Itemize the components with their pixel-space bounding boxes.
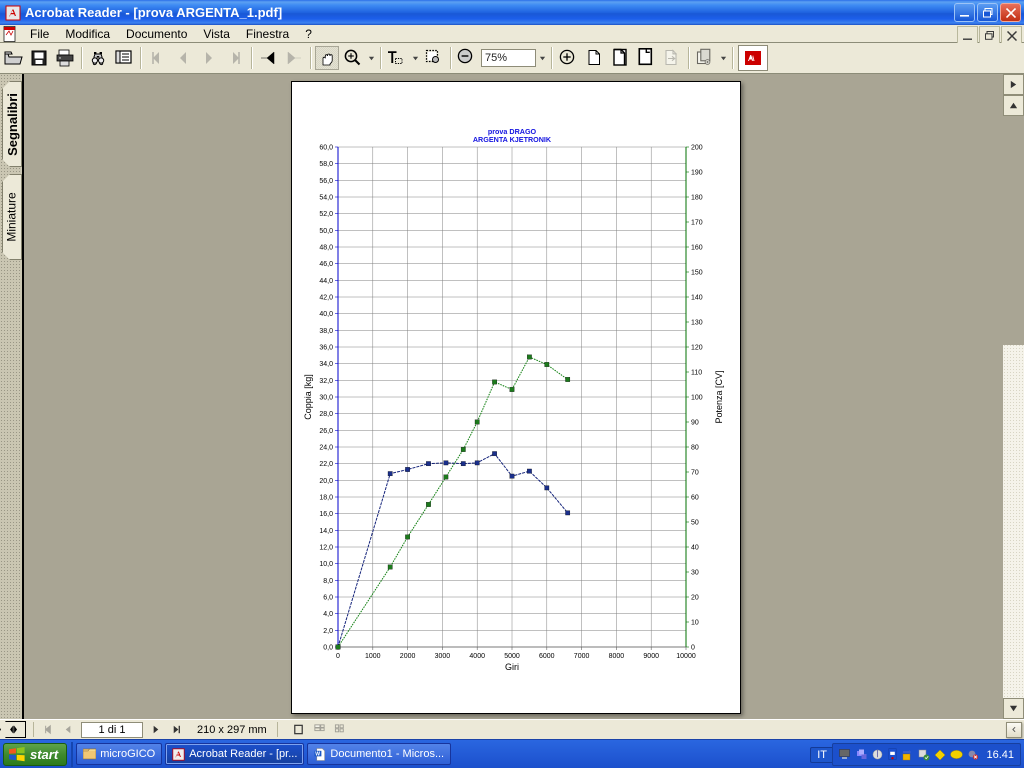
svg-text:48,0: 48,0 xyxy=(319,245,333,252)
svg-text:42,0: 42,0 xyxy=(319,295,333,302)
svg-text:54,0: 54,0 xyxy=(319,195,333,202)
svg-text:20: 20 xyxy=(691,595,699,602)
svg-text:56,0: 56,0 xyxy=(319,178,333,185)
svg-text:4,0: 4,0 xyxy=(323,611,333,618)
svg-text:8,0: 8,0 xyxy=(323,578,333,585)
svg-text:ARGENTA KJETRONIK: ARGENTA KJETRONIK xyxy=(473,135,552,144)
svg-text:60,0: 60,0 xyxy=(319,145,333,152)
svg-text:160: 160 xyxy=(691,245,703,252)
svg-text:5000: 5000 xyxy=(504,653,520,660)
svg-text:8000: 8000 xyxy=(609,653,625,660)
svg-text:18,0: 18,0 xyxy=(319,495,333,502)
svg-text:4000: 4000 xyxy=(469,653,485,660)
svg-text:60: 60 xyxy=(691,495,699,502)
svg-text:2000: 2000 xyxy=(400,653,416,660)
svg-text:44,0: 44,0 xyxy=(319,278,333,285)
svg-text:16,0: 16,0 xyxy=(319,511,333,518)
svg-text:10000: 10000 xyxy=(676,653,696,660)
svg-text:7000: 7000 xyxy=(574,653,590,660)
svg-text:6,0: 6,0 xyxy=(323,595,333,602)
svg-text:30,0: 30,0 xyxy=(319,395,333,402)
svg-text:20,0: 20,0 xyxy=(319,478,333,485)
svg-text:6000: 6000 xyxy=(539,653,555,660)
svg-text:12,0: 12,0 xyxy=(319,545,333,552)
svg-text:150: 150 xyxy=(691,270,703,277)
svg-text:90: 90 xyxy=(691,420,699,427)
svg-text:36,0: 36,0 xyxy=(319,345,333,352)
svg-text:0,0: 0,0 xyxy=(323,645,333,652)
svg-text:46,0: 46,0 xyxy=(319,261,333,268)
svg-text:170: 170 xyxy=(691,220,703,227)
svg-text:Potenza [CV]: Potenza [CV] xyxy=(714,370,724,423)
svg-text:W: W xyxy=(316,751,321,757)
svg-text:38,0: 38,0 xyxy=(319,328,333,335)
svg-text:22,0: 22,0 xyxy=(319,461,333,468)
svg-text:1000: 1000 xyxy=(365,653,381,660)
svg-text:3000: 3000 xyxy=(435,653,451,660)
svg-text:0: 0 xyxy=(336,653,340,660)
svg-text:30: 30 xyxy=(691,570,699,577)
svg-text:180: 180 xyxy=(691,195,703,202)
svg-text:10,0: 10,0 xyxy=(319,561,333,568)
svg-text:140: 140 xyxy=(691,295,703,302)
svg-text:50,0: 50,0 xyxy=(319,228,333,235)
svg-text:40: 40 xyxy=(691,545,699,552)
svg-text:70: 70 xyxy=(691,470,699,477)
svg-text:14,0: 14,0 xyxy=(319,528,333,535)
svg-text:Coppia [kg]: Coppia [kg] xyxy=(303,374,313,420)
svg-text:50: 50 xyxy=(691,520,699,527)
svg-text:40,0: 40,0 xyxy=(319,311,333,318)
svg-text:110: 110 xyxy=(691,370,702,377)
svg-text:34,0: 34,0 xyxy=(319,361,333,368)
svg-text:2,0: 2,0 xyxy=(323,628,333,635)
svg-text:9000: 9000 xyxy=(643,653,659,660)
svg-text:28,0: 28,0 xyxy=(319,411,333,418)
svg-text:130: 130 xyxy=(691,320,703,327)
svg-text:100: 100 xyxy=(691,395,703,402)
svg-text:32,0: 32,0 xyxy=(319,378,333,385)
svg-text:26,0: 26,0 xyxy=(319,428,333,435)
svg-text:200: 200 xyxy=(691,145,703,152)
svg-text:52,0: 52,0 xyxy=(319,211,333,218)
svg-text:120: 120 xyxy=(691,345,703,352)
svg-text:10: 10 xyxy=(691,620,699,627)
svg-text:Giri: Giri xyxy=(505,662,519,672)
svg-text:58,0: 58,0 xyxy=(319,161,333,168)
svg-text:190: 190 xyxy=(691,170,703,177)
svg-text:0: 0 xyxy=(691,645,695,652)
svg-text:80: 80 xyxy=(691,445,699,452)
svg-text:24,0: 24,0 xyxy=(319,445,333,452)
